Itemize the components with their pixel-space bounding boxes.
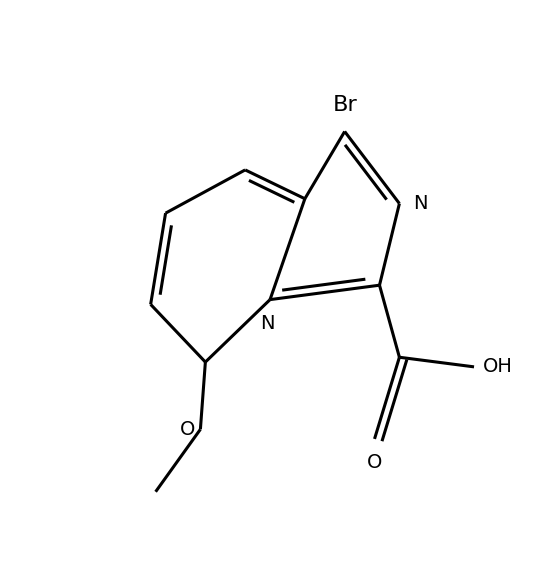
Text: N: N (413, 194, 428, 213)
Text: N: N (260, 314, 274, 332)
Text: O: O (179, 420, 195, 439)
Text: Br: Br (332, 95, 357, 115)
Text: O: O (367, 453, 382, 472)
Text: OH: OH (482, 357, 512, 376)
